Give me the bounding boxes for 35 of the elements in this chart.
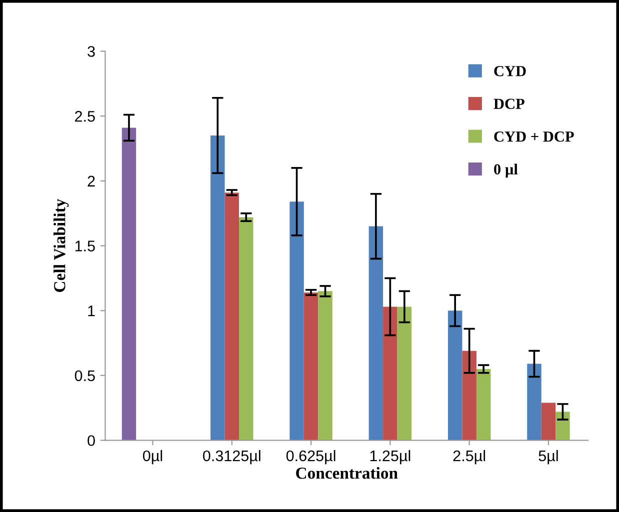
y-tick-label: 1 bbox=[88, 306, 95, 316]
x-tick-label: 2.5µl bbox=[453, 450, 486, 464]
y-tick-label: 0.5 bbox=[74, 370, 95, 382]
bar bbox=[304, 292, 318, 440]
y-tick-label: 1.5 bbox=[75, 240, 95, 252]
x-tick-label: 0µl bbox=[142, 450, 162, 464]
y-axis-title: Cell Viability bbox=[54, 198, 69, 292]
bar bbox=[397, 306, 412, 440]
bar bbox=[290, 202, 304, 440]
y-tick-label: 2.5 bbox=[75, 110, 95, 122]
x-tick-label: 5µl bbox=[538, 450, 558, 464]
bar bbox=[383, 306, 398, 440]
legend-label: CYD + DCP bbox=[494, 131, 574, 142]
bar bbox=[556, 412, 570, 440]
y-tick-label: 3 bbox=[88, 46, 95, 57]
x-tick-label: 1.25µl bbox=[370, 450, 410, 464]
bar bbox=[368, 226, 384, 440]
bar bbox=[527, 364, 542, 440]
bar bbox=[318, 291, 332, 440]
x-tick-label: 0.625µl bbox=[286, 450, 336, 464]
x-axis-title: Concentration bbox=[296, 467, 398, 479]
bar bbox=[462, 350, 476, 440]
bar bbox=[238, 217, 254, 440]
bar bbox=[210, 136, 225, 440]
legend-label: CYD bbox=[494, 66, 526, 76]
bar bbox=[224, 192, 239, 440]
legend-label: DCP bbox=[494, 98, 524, 109]
bar bbox=[541, 402, 556, 440]
bar bbox=[476, 368, 491, 440]
legend-label: 0 µl bbox=[494, 164, 518, 178]
y-tick-label: 0 bbox=[88, 435, 95, 446]
bar bbox=[448, 310, 462, 440]
x-tick-label: 0.3125µl bbox=[203, 450, 260, 464]
bar bbox=[122, 128, 136, 440]
y-tick-label: 2 bbox=[88, 176, 95, 186]
